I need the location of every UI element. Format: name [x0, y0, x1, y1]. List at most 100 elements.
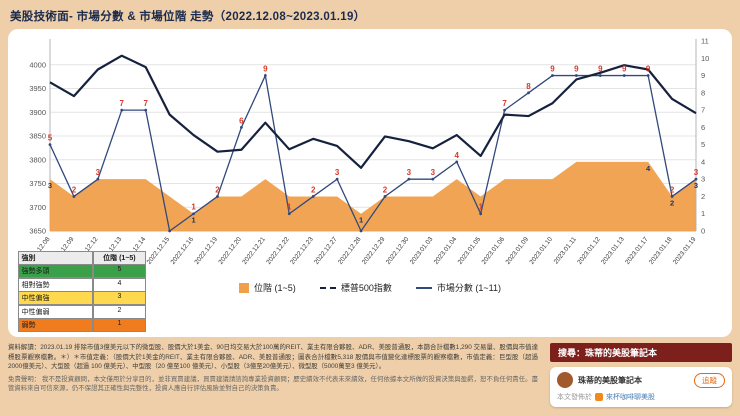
svg-text:9: 9 — [550, 65, 555, 74]
svg-text:3950: 3950 — [29, 84, 46, 93]
svg-text:3: 3 — [48, 181, 52, 190]
svg-text:1: 1 — [191, 203, 196, 212]
data-note-text: 資料解讀：2023.01.19 排除市值3億美元以下的微型股、股價大於1美金、9… — [8, 344, 538, 371]
author-card: 珠蒂的美股筆記本 追蹤 本文發佈於 來杯咖啡聊美股 — [550, 367, 732, 407]
svg-text:4: 4 — [455, 151, 460, 160]
svg-text:2: 2 — [670, 198, 674, 207]
svg-text:2022.12.19: 2022.12.19 — [194, 236, 220, 266]
svg-text:1: 1 — [701, 209, 705, 218]
svg-text:3750: 3750 — [29, 179, 46, 188]
level-name-cell: 強勢多頭 — [17, 264, 94, 278]
footer: 資料解讀：2023.01.19 排除市值3億美元以下的微型股、股價大於1美金、9… — [8, 343, 732, 407]
publication-icon — [595, 393, 603, 401]
legend-item-dash: 標普500指數 — [319, 281, 392, 294]
svg-text:2022.12.16: 2022.12.16 — [170, 236, 196, 266]
y-axis-left-labels: 4000 3950 3900 3850 3800 3750 3700 3650 — [29, 60, 46, 235]
svg-text:9: 9 — [701, 71, 705, 80]
level-value-cell: 2 — [92, 304, 146, 319]
svg-text:1: 1 — [359, 216, 363, 225]
svg-text:3: 3 — [96, 168, 101, 177]
author-name[interactable]: 珠蒂的美股筆記本 — [578, 375, 642, 385]
svg-text:2: 2 — [670, 185, 675, 194]
fineprint-block: 資料解讀：2023.01.19 排除市值3億美元以下的微型股、股價大於1美金、9… — [8, 343, 538, 407]
svg-text:10: 10 — [701, 54, 709, 63]
svg-text:4: 4 — [701, 157, 705, 166]
legend-label: 標普500指數 — [340, 283, 392, 293]
svg-text:2023.01.10: 2023.01.10 — [528, 236, 554, 266]
svg-text:2023.01.06: 2023.01.06 — [481, 236, 507, 266]
svg-text:2: 2 — [72, 185, 77, 194]
svg-text:4: 4 — [646, 164, 651, 173]
legend-swatch-area — [239, 282, 250, 293]
publication-row: 本文發佈於 來杯咖啡聊美股 — [557, 392, 725, 402]
svg-text:2022.12.30: 2022.12.30 — [385, 236, 411, 266]
level-value-cell: 4 — [92, 277, 146, 292]
chart-panel: 4000 3950 3900 3850 3800 3750 3700 3650 11 10 9 8 7 6… — [8, 29, 732, 337]
svg-text:3900: 3900 — [29, 108, 46, 117]
svg-text:2: 2 — [383, 185, 388, 194]
level-name-cell: 相對強勢 — [17, 277, 94, 292]
legend-label: 市場分數 (1~11) — [436, 283, 501, 293]
svg-text:2022.12.28: 2022.12.28 — [337, 236, 363, 266]
svg-text:2023.01.17: 2023.01.17 — [624, 236, 650, 266]
legend-item-area: 位階 (1~5) — [239, 281, 296, 294]
level-table-row: 中性偏強 3 — [17, 291, 146, 305]
svg-text:8: 8 — [526, 82, 531, 91]
page-title: 美股技術面- 市場分數 & 市場位階 走勢（2022.12.08~2023.01… — [10, 11, 366, 23]
svg-text:2023.01.09: 2023.01.09 — [505, 236, 531, 266]
author-card-row: 珠蒂的美股筆記本 追蹤 — [557, 372, 725, 388]
author-avatar[interactable] — [557, 372, 573, 388]
svg-text:2022.12.27: 2022.12.27 — [313, 236, 339, 266]
footer-right-column: 搜尋：珠蒂的美股筆記本 珠蒂的美股筆記本 追蹤 本文發佈於 來杯咖啡聊美股 — [550, 343, 732, 407]
svg-text:7: 7 — [143, 99, 148, 108]
svg-text:7: 7 — [701, 106, 705, 115]
svg-text:2023.01.05: 2023.01.05 — [457, 236, 483, 266]
svg-text:7: 7 — [120, 99, 125, 108]
svg-text:3: 3 — [694, 181, 698, 190]
svg-text:3850: 3850 — [29, 132, 46, 141]
publication-link[interactable]: 來杯咖啡聊美股 — [606, 394, 655, 401]
svg-text:2: 2 — [701, 192, 705, 201]
level-table-header: 強別 位階 (1~5) — [17, 250, 146, 265]
svg-text:2022.12.29: 2022.12.29 — [361, 236, 387, 266]
level-value-cell: 5 — [92, 264, 146, 278]
svg-text:5: 5 — [701, 140, 705, 149]
svg-text:2022.12.23: 2022.12.23 — [289, 236, 315, 266]
level-table-header-cell: 位階 (1~5) — [92, 250, 146, 265]
svg-text:3700: 3700 — [29, 203, 46, 212]
svg-text:1: 1 — [478, 203, 483, 212]
level-value-cell: 1 — [92, 318, 146, 332]
svg-text:2022.12.21: 2022.12.21 — [241, 236, 267, 266]
svg-text:9: 9 — [622, 65, 627, 74]
svg-text:2023.01.12: 2023.01.12 — [576, 236, 602, 266]
svg-text:9: 9 — [598, 65, 603, 74]
level-table-row: 中性偏弱 2 — [17, 304, 146, 319]
svg-text:6: 6 — [701, 123, 705, 132]
svg-text:2023.01.19: 2023.01.19 — [672, 236, 698, 266]
search-banner: 搜尋：珠蒂的美股筆記本 — [550, 343, 732, 362]
svg-text:3: 3 — [407, 168, 412, 177]
svg-text:11: 11 — [701, 37, 709, 46]
svg-text:8: 8 — [701, 88, 705, 97]
svg-text:6: 6 — [239, 116, 244, 125]
level-table-row: 弱勢 1 — [17, 318, 146, 332]
svg-text:2022.12.20: 2022.12.20 — [217, 236, 243, 266]
svg-text:2023.01.13: 2023.01.13 — [600, 236, 626, 266]
score-markers — [48, 74, 698, 233]
svg-text:1: 1 — [287, 203, 292, 212]
svg-text:2023.01.18: 2023.01.18 — [648, 236, 674, 266]
svg-text:5: 5 — [48, 134, 53, 143]
legend-swatch-dash — [319, 286, 336, 289]
svg-text:2023.01.03: 2023.01.03 — [409, 236, 435, 266]
level-value-cell: 3 — [92, 291, 146, 305]
svg-text:2: 2 — [311, 185, 316, 194]
follow-button[interactable]: 追蹤 — [694, 372, 725, 388]
chart-legend: 位階 (1~5) 標普500指數 市場分數 (1~11) — [14, 281, 726, 294]
spx-line-series — [49, 54, 697, 169]
svg-text:3: 3 — [694, 168, 699, 177]
legend-swatch-line — [415, 286, 432, 289]
svg-text:2022.12.22: 2022.12.22 — [265, 236, 291, 266]
svg-text:2023.01.11: 2023.01.11 — [553, 236, 578, 266]
